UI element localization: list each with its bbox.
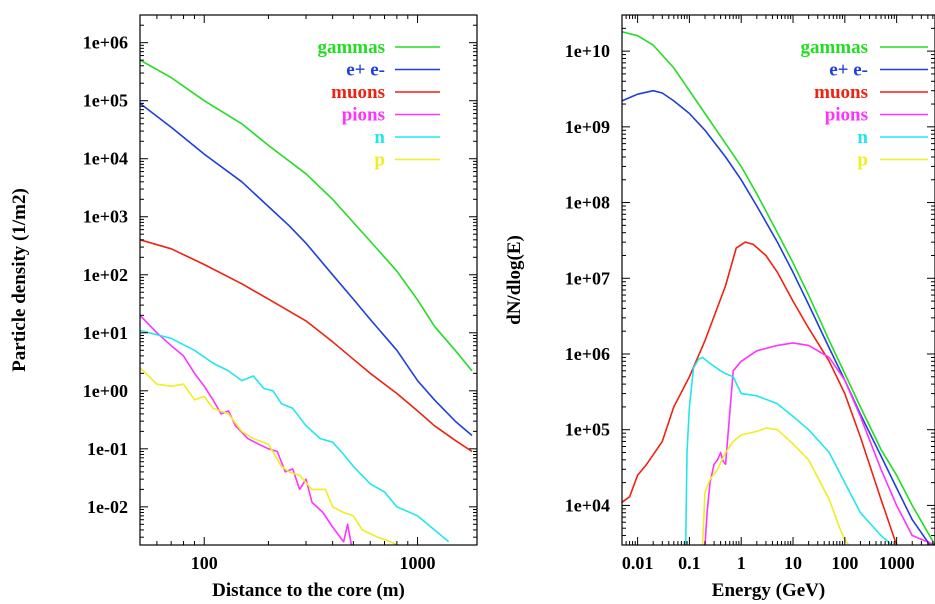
legend-label-gammas: gammas xyxy=(800,37,868,58)
y-tick-label: 1e+00 xyxy=(83,381,128,401)
y-tick-label: 1e+07 xyxy=(565,268,610,288)
y-tick-label: 1e+06 xyxy=(565,344,610,364)
y-tick-label: 1e+06 xyxy=(83,33,128,53)
legend-label-pions: pions xyxy=(825,105,868,126)
y-tick-label: 1e+04 xyxy=(565,495,610,515)
series-line-p xyxy=(140,367,398,545)
x-tick-label: 0.01 xyxy=(622,553,654,573)
x-tick-label: 100 xyxy=(191,553,218,573)
right-chart: 1e+10 1e+09 1e+08 1e+07 1e+06 1e+05 1e+04 0.01 0… xyxy=(504,14,935,601)
series-line-gammas xyxy=(622,31,935,545)
series-line-e-e xyxy=(622,89,931,545)
legend-label-pions: pions xyxy=(342,105,385,126)
x-axis-title: Energy (GeV) xyxy=(712,580,825,601)
legend-label-e-e: e+ e- xyxy=(346,60,385,81)
y-tick-label: 1e+10 xyxy=(565,41,610,61)
series-line-pions xyxy=(140,314,353,545)
y-tick-label: 1e+05 xyxy=(83,91,128,111)
y-tick-label: 1e+08 xyxy=(565,193,610,213)
y-axis-title: Particle density (1/m2) xyxy=(9,188,30,372)
y-tick-label: 1e+01 xyxy=(83,323,128,343)
x-tick-label: 1000 xyxy=(879,553,915,573)
x-tick-label: 1 xyxy=(737,553,746,573)
series-line-e-e xyxy=(140,102,473,437)
y-tick-label: 1e+04 xyxy=(83,149,128,169)
y-axis-title: dN/dlog(E) xyxy=(504,235,525,325)
x-axis-title: Distance to the core (m) xyxy=(212,580,405,601)
y-tick-label: 1e-01 xyxy=(87,439,128,459)
x-tick-label: 100 xyxy=(831,553,858,573)
series-line-muons xyxy=(622,241,898,545)
y-tick-label: 1e+02 xyxy=(83,265,128,285)
y-tick-label: 1e+09 xyxy=(565,117,610,137)
y-tick-label: 1e+03 xyxy=(83,207,128,227)
legend-label-e-e: e+ e- xyxy=(829,60,868,81)
x-tick-label: 10 xyxy=(784,553,802,573)
x-tick-label: 1000 xyxy=(400,553,436,573)
series-line-n xyxy=(140,329,450,543)
legend-label-gammas: gammas xyxy=(317,37,385,58)
plot-frame xyxy=(621,14,935,546)
plot-area xyxy=(622,31,935,545)
legend-label-p: p xyxy=(857,150,868,171)
x-tick-label: 0.1 xyxy=(678,553,701,573)
series-line-muons xyxy=(140,239,473,453)
series-line-gammas xyxy=(140,59,473,372)
plot-frame xyxy=(139,14,478,546)
legend-label-muons: muons xyxy=(814,82,868,103)
series-line-n xyxy=(684,356,893,545)
y-tick-label: 1e+05 xyxy=(565,420,610,440)
series-line-pions xyxy=(704,342,935,545)
plot-area xyxy=(140,59,473,545)
series-line-p xyxy=(701,427,850,545)
legend-label-muons: muons xyxy=(331,82,385,103)
left-chart: 1e+06 1e+05 1e+04 1e+03 1e+02 1e+01 1e+00 1e-01… xyxy=(9,14,478,601)
legend-label-p: p xyxy=(374,150,385,171)
y-tick-label: 1e-02 xyxy=(87,497,128,517)
legend-label-n: n xyxy=(857,127,868,148)
legend-label-n: n xyxy=(374,127,385,148)
